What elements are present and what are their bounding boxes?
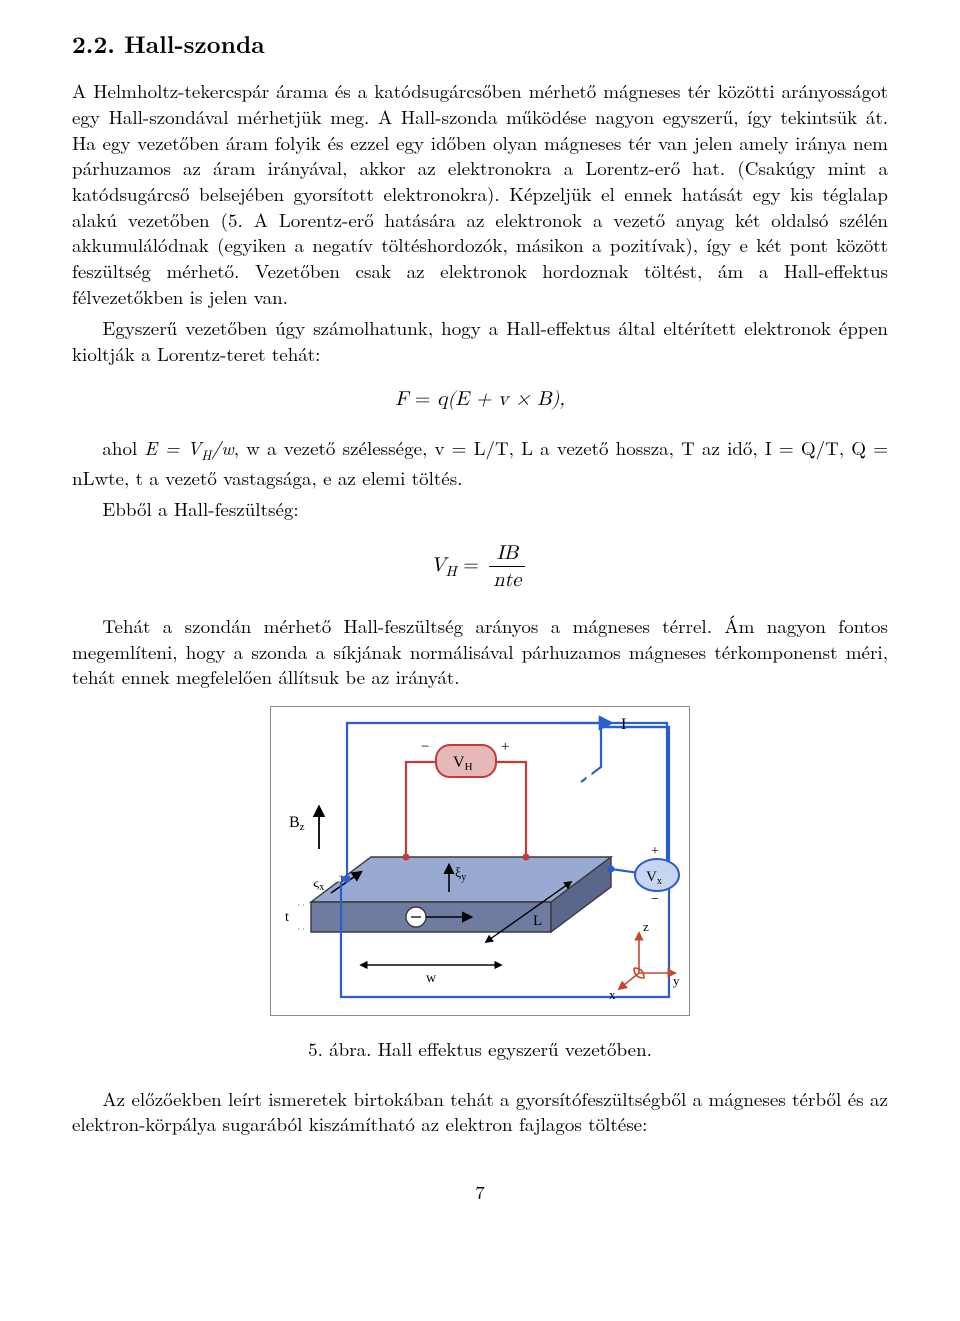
figure-5-caption: 5. ábra. Hall effektus egyszerű vezetőbe…: [270, 1036, 690, 1062]
section-title-text: Hall-szonda: [124, 27, 265, 61]
formula2-sub: H: [446, 564, 457, 579]
formula-lorentz: F = q(E + v × B),: [72, 386, 888, 413]
svg-text:y: y: [673, 973, 680, 988]
svg-text:−: −: [421, 739, 429, 755]
svg-text:−: −: [651, 892, 659, 907]
section-number: 2.2.: [72, 27, 115, 61]
hall-effect-svg: ξy ξx Bz t w L: [271, 707, 689, 1015]
formula1-rhs: q(E + v × B),: [437, 389, 565, 409]
svg-text:+: +: [651, 844, 659, 859]
formula2-fraction: IB nte: [489, 542, 525, 591]
svg-text:z: z: [643, 919, 649, 934]
svg-text:x: x: [609, 987, 616, 1002]
p3-E: E = V: [144, 434, 201, 461]
paragraph-4: Ebből a Hall-feszültség:: [72, 496, 888, 522]
paragraph-1: A Helmholtz-tekercspár árama és a katóds…: [72, 78, 888, 309]
paragraph-6: Az előzőekben leírt ismeretek birtokában…: [72, 1086, 888, 1137]
svg-text:+: +: [501, 739, 509, 755]
svg-text:Bz: Bz: [289, 814, 305, 833]
page-number: 7: [72, 1179, 888, 1205]
formula2-lhs: V: [431, 555, 446, 575]
paragraph-5: Tehát a szondán mérhető Hall-feszültség …: [72, 613, 888, 690]
formula2-eq: =: [463, 555, 485, 575]
svg-text:I: I: [621, 716, 626, 733]
svg-text:L: L: [533, 913, 542, 929]
figure-5: ξy ξx Bz t w L: [270, 706, 690, 1062]
paragraph-3: ahol E = VH/w, w a vezető szélessége, v …: [72, 435, 888, 490]
svg-text:w: w: [426, 971, 437, 986]
formula1-eq: =: [415, 389, 437, 409]
formula2-den: nte: [489, 567, 525, 591]
p3-H: H: [201, 445, 211, 464]
svg-text:t: t: [285, 910, 289, 925]
p3-Hw: /w: [211, 434, 233, 461]
paragraph-2: Egyszerű vezetőben úgy számolhatunk, hog…: [72, 315, 888, 366]
formula-vh: VH = IB nte: [72, 542, 888, 591]
section-heading: 2.2. Hall-szonda: [72, 28, 888, 60]
formula2-num: IB: [489, 542, 525, 567]
formula1-lhs: F: [395, 389, 408, 409]
figure-5-image: ξy ξx Bz t w L: [270, 706, 690, 1016]
p3-prefix: ahol: [102, 434, 144, 461]
